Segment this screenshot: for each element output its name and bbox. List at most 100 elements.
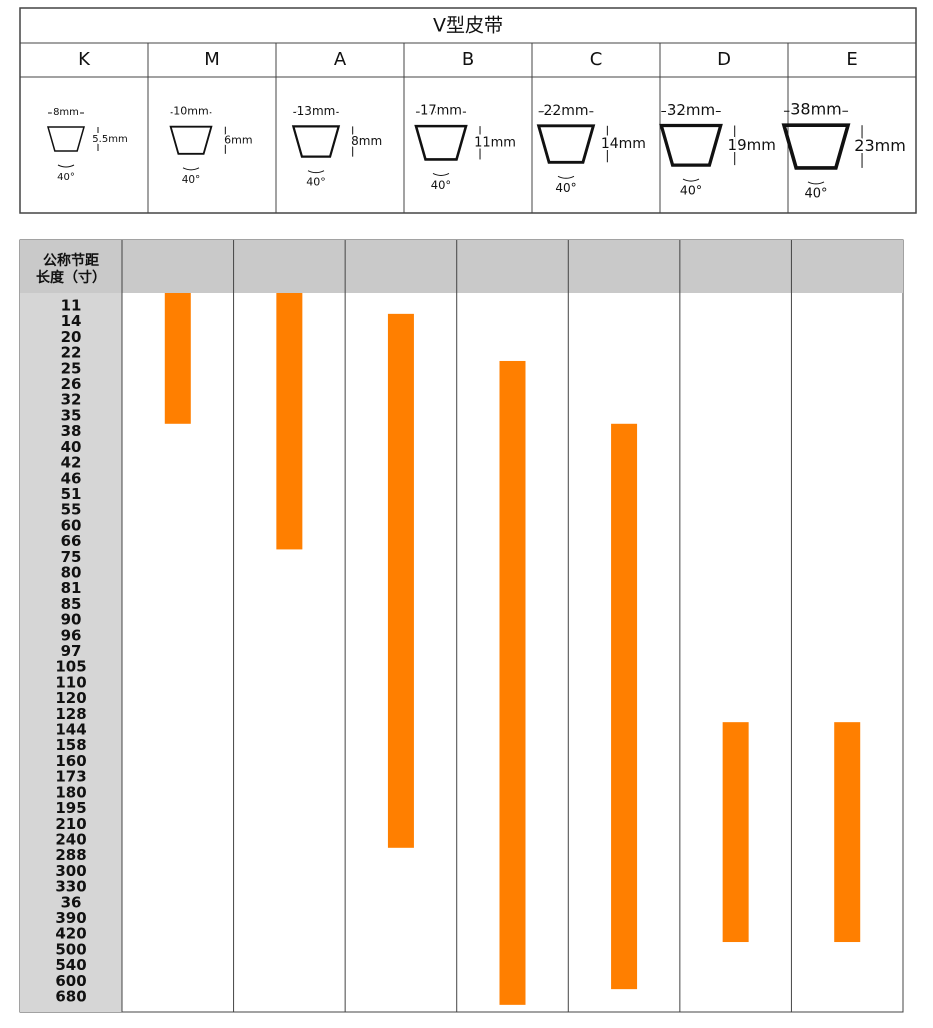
type-name: M bbox=[204, 49, 220, 70]
row-label: 46 bbox=[61, 469, 82, 487]
row-label: 32 bbox=[61, 391, 82, 409]
row-label: 97 bbox=[61, 642, 82, 660]
height-label: 6mm bbox=[224, 133, 252, 146]
angle-arc bbox=[57, 164, 75, 168]
lower-frame bbox=[19, 239, 904, 1013]
row-label: 75 bbox=[61, 548, 82, 566]
height-label: 23mm bbox=[854, 136, 906, 155]
row-label: 40 bbox=[61, 438, 82, 456]
row-label: 90 bbox=[61, 611, 82, 629]
row-label: 96 bbox=[61, 626, 82, 644]
header-band bbox=[20, 240, 903, 293]
row-label: 420 bbox=[55, 925, 86, 943]
row-label: 22 bbox=[61, 344, 82, 362]
row-label: 300 bbox=[55, 862, 86, 880]
height-label: 11mm bbox=[474, 135, 516, 150]
header-label: 公称节距 bbox=[43, 252, 99, 269]
range-bar bbox=[834, 722, 861, 943]
height-label: 14mm bbox=[601, 136, 646, 152]
belt-section bbox=[414, 124, 468, 161]
row-label: 500 bbox=[55, 940, 86, 958]
row-label: 55 bbox=[61, 501, 82, 519]
angle-label: 40° bbox=[680, 183, 702, 198]
width-label: 10mm bbox=[173, 105, 208, 118]
range-bar bbox=[164, 293, 191, 424]
row-label: 26 bbox=[61, 375, 82, 393]
angle-arc bbox=[807, 181, 825, 185]
type-name: C bbox=[590, 49, 603, 70]
type-name: A bbox=[334, 49, 347, 70]
row-label: 51 bbox=[61, 485, 82, 503]
row-label: 66 bbox=[61, 532, 82, 550]
row-label: 680 bbox=[55, 988, 86, 1006]
row-label: 173 bbox=[55, 768, 86, 786]
height-label: 19mm bbox=[728, 136, 776, 154]
angle-arc bbox=[557, 175, 575, 179]
range-bar bbox=[387, 313, 414, 848]
width-label: 38mm bbox=[790, 100, 842, 119]
angle-label: 40° bbox=[804, 186, 827, 201]
width-label: 8mm bbox=[53, 107, 79, 118]
row-label: 210 bbox=[55, 815, 86, 833]
height-label: 8mm bbox=[351, 134, 382, 148]
type-name: E bbox=[846, 49, 857, 70]
angle-label: 40° bbox=[182, 174, 201, 186]
height-label: 5.5mm bbox=[92, 134, 127, 145]
row-label: 81 bbox=[61, 579, 82, 597]
range-bar bbox=[611, 423, 638, 990]
top-frame bbox=[19, 7, 917, 214]
row-label: 160 bbox=[55, 752, 86, 770]
belt-section bbox=[47, 126, 85, 152]
angle-arc bbox=[182, 167, 200, 171]
width-label: 22mm bbox=[543, 103, 588, 119]
row-label: 195 bbox=[55, 799, 86, 817]
type-name: D bbox=[717, 49, 731, 70]
angle-arc bbox=[682, 178, 700, 182]
width-label: 17mm bbox=[420, 104, 462, 119]
belt-section bbox=[659, 123, 723, 167]
width-label: 32mm bbox=[667, 101, 715, 119]
belt-section bbox=[781, 123, 851, 170]
row-label: 105 bbox=[55, 658, 86, 676]
row-label: 11 bbox=[61, 297, 82, 315]
row-label: 288 bbox=[55, 846, 86, 864]
range-bar bbox=[499, 360, 526, 1005]
row-label: 60 bbox=[61, 516, 82, 534]
row-label: 128 bbox=[55, 705, 86, 723]
row-label: 158 bbox=[55, 736, 86, 754]
row-label: 330 bbox=[55, 878, 86, 896]
label-column bbox=[20, 293, 122, 1012]
row-label: 180 bbox=[55, 783, 86, 801]
row-label: 25 bbox=[61, 359, 82, 377]
row-label: 36 bbox=[61, 893, 82, 911]
row-label: 20 bbox=[61, 328, 82, 346]
range-bar bbox=[722, 722, 749, 943]
angle-label: 40° bbox=[57, 172, 75, 183]
row-label: 80 bbox=[61, 563, 82, 581]
angle-label: 40° bbox=[306, 176, 326, 189]
row-label: 38 bbox=[61, 422, 82, 440]
belt-section bbox=[169, 125, 213, 155]
row-label: 42 bbox=[61, 454, 82, 472]
row-label: 390 bbox=[55, 909, 86, 927]
angle-arc bbox=[307, 170, 325, 174]
row-label: 85 bbox=[61, 595, 82, 613]
type-name: K bbox=[78, 49, 91, 70]
header-label: 长度（寸） bbox=[36, 269, 106, 286]
angle-label: 40° bbox=[431, 178, 451, 192]
row-label: 35 bbox=[61, 406, 82, 424]
width-label: 13mm bbox=[297, 104, 336, 118]
row-label: 144 bbox=[55, 721, 86, 739]
row-label: 240 bbox=[55, 830, 86, 848]
row-label: 110 bbox=[55, 673, 86, 691]
type-name: B bbox=[462, 49, 474, 70]
row-label: 14 bbox=[61, 312, 82, 330]
angle-label: 40° bbox=[555, 181, 576, 195]
belt-section bbox=[291, 125, 341, 158]
angle-arc bbox=[432, 173, 450, 176]
range-bar bbox=[276, 293, 303, 550]
title: V型皮带 bbox=[433, 15, 503, 37]
row-label: 540 bbox=[55, 956, 86, 974]
belt-section bbox=[536, 124, 596, 164]
